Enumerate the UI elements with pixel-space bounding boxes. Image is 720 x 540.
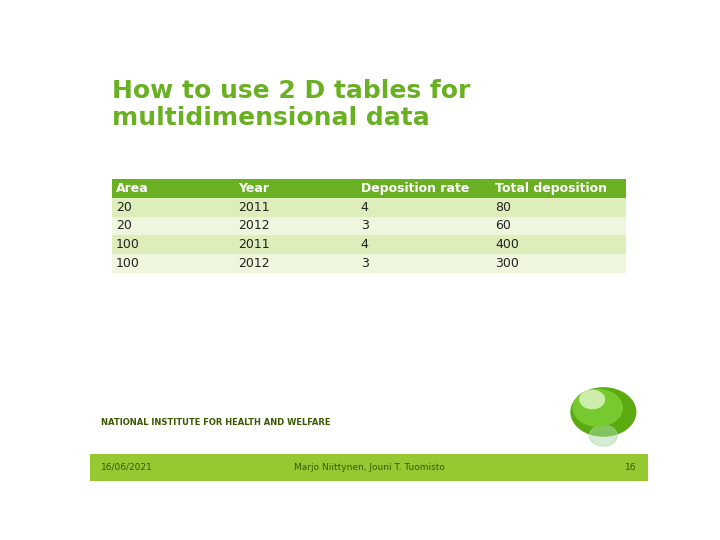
Text: 400: 400 [495,238,519,251]
FancyBboxPatch shape [357,235,491,254]
Circle shape [571,388,636,436]
Circle shape [580,390,605,409]
Text: How to use 2 D tables for
multidimensional data: How to use 2 D tables for multidimension… [112,79,471,130]
Text: 2011: 2011 [238,238,270,251]
Text: 20: 20 [116,201,132,214]
Text: 2011: 2011 [238,201,270,214]
FancyBboxPatch shape [357,217,491,235]
FancyBboxPatch shape [112,179,235,198]
FancyBboxPatch shape [491,235,626,254]
Text: 100: 100 [116,257,140,270]
FancyBboxPatch shape [357,198,491,217]
Text: 60: 60 [495,219,511,232]
Text: Year: Year [238,182,269,195]
Text: 2012: 2012 [238,219,270,232]
FancyBboxPatch shape [112,235,235,254]
FancyBboxPatch shape [235,254,357,273]
FancyBboxPatch shape [112,254,235,273]
FancyBboxPatch shape [112,217,235,235]
Text: 16: 16 [626,463,637,471]
Text: 80: 80 [495,201,511,214]
Text: 3: 3 [361,257,369,270]
FancyBboxPatch shape [112,198,235,217]
FancyBboxPatch shape [491,217,626,235]
FancyBboxPatch shape [357,254,491,273]
Circle shape [590,426,617,446]
FancyBboxPatch shape [491,179,626,198]
Text: 2012: 2012 [238,257,270,270]
FancyBboxPatch shape [90,454,648,481]
Text: NATIONAL INSTITUTE FOR HEALTH AND WELFARE: NATIONAL INSTITUTE FOR HEALTH AND WELFAR… [101,417,330,427]
Text: 20: 20 [116,219,132,232]
Text: Marjo Niittynen, Jouni T. Tuomisto: Marjo Niittynen, Jouni T. Tuomisto [294,463,444,471]
FancyBboxPatch shape [235,235,357,254]
Text: 100: 100 [116,238,140,251]
Text: Total deposition: Total deposition [495,182,607,195]
FancyBboxPatch shape [235,198,357,217]
FancyBboxPatch shape [235,179,357,198]
FancyBboxPatch shape [235,217,357,235]
Text: 4: 4 [361,238,369,251]
FancyBboxPatch shape [491,254,626,273]
Text: 4: 4 [361,201,369,214]
FancyBboxPatch shape [357,179,491,198]
Circle shape [573,389,622,426]
FancyBboxPatch shape [491,198,626,217]
Text: Area: Area [116,182,149,195]
Text: 300: 300 [495,257,519,270]
Text: 3: 3 [361,219,369,232]
Text: Deposition rate: Deposition rate [361,182,469,195]
Text: 16/06/2021: 16/06/2021 [101,463,153,471]
